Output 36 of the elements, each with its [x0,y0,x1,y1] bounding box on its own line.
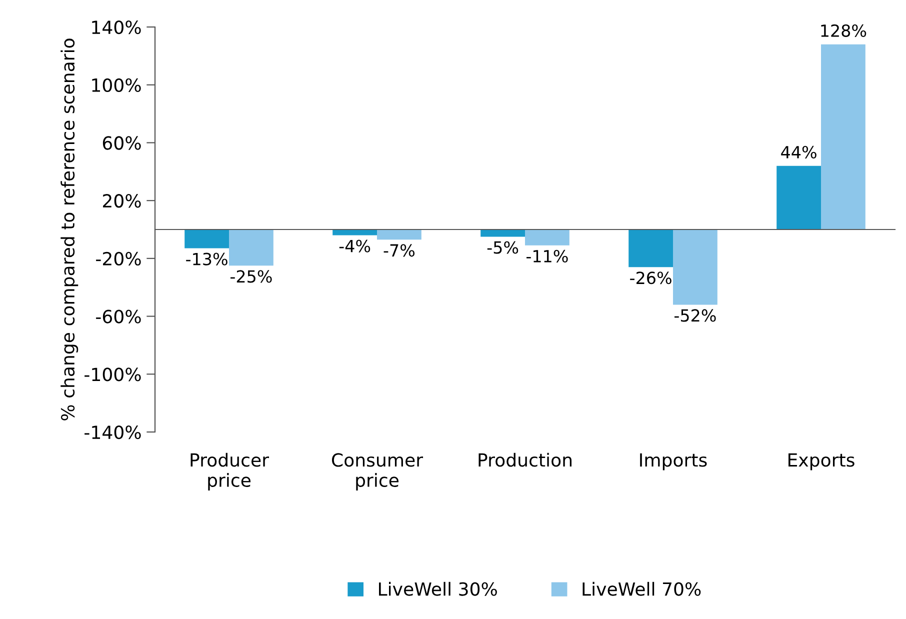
data-label: -52% [674,309,716,322]
x-tick-label: Imports [640,453,707,470]
y-tick-label: 140% [92,20,141,34]
bar [332,230,377,236]
y-tick-label: -20% [96,252,141,266]
bar [377,230,422,240]
x-tick-label: Consumer price [332,453,424,491]
bar [673,230,718,305]
data-label: -5% [487,241,518,254]
data-label: -26% [630,272,672,284]
y-tick-label: -100% [84,368,141,382]
x-tick-label: Producer price [190,452,269,491]
bar [480,230,525,237]
x-tick-label: Production [478,452,572,467]
legend-label: LiveWell 70% [582,582,701,596]
data-label: -25% [230,270,272,283]
data-label: 44% [781,146,816,158]
y-tick-label: -60% [96,310,141,324]
y-axis-title: % change compared to reference scenario [60,38,78,420]
y-tick-label: 60% [102,136,141,150]
data-label: -7% [384,244,415,257]
legend-label: LiveWell 30% [379,582,497,596]
y-tick-label: 20% [102,194,141,208]
bar [184,230,229,248]
y-tick-label: 100% [92,78,141,92]
data-label: -13% [186,252,228,266]
x-tick-label: Exports [788,453,854,470]
y-tick-label: -140% [84,425,141,440]
data-label: -4% [339,240,370,252]
data-label: 128% [821,24,866,37]
data-label: -11% [526,250,568,262]
bar [776,166,821,230]
bar [525,230,570,246]
bar [821,44,866,230]
bar [628,230,673,268]
bar [229,230,274,266]
